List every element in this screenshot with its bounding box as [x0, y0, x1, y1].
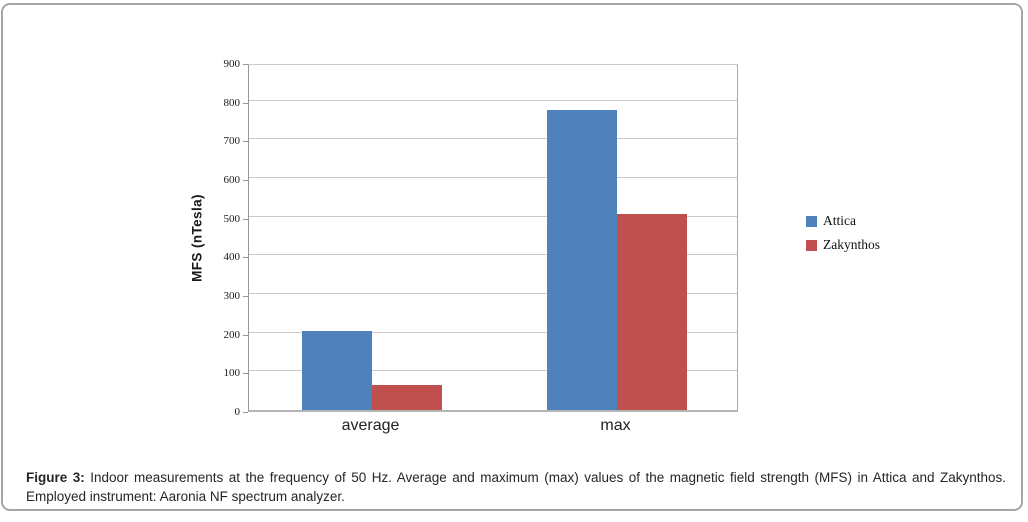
gridline — [249, 99, 737, 101]
gridline — [249, 370, 737, 372]
y-tick-label: 300 — [223, 290, 241, 302]
bar-attica-max — [546, 110, 617, 410]
legend-label: Attica — [823, 213, 856, 228]
legend-swatch-icon — [806, 239, 817, 251]
legend-entry-zakynthos: Zakynthos — [806, 237, 880, 253]
gridline — [249, 138, 737, 140]
legend: Attica Zakynthos — [806, 213, 880, 261]
gridline — [249, 177, 737, 178]
y-tick-mark — [243, 102, 248, 104]
gridline — [249, 215, 737, 217]
y-tick-mark — [243, 334, 248, 336]
gridline — [249, 293, 737, 294]
y-tick-label: 400 — [223, 251, 241, 264]
figure-caption: Figure 3: Indoor measurements at the fre… — [26, 468, 1006, 506]
y-tick-mark — [243, 373, 248, 375]
y-axis-title: MFS (nTesla) — [189, 194, 205, 282]
x-category-label-average: average — [341, 417, 400, 434]
y-tick-mark — [243, 141, 248, 143]
y-tick-mark — [243, 296, 248, 297]
y-tick-label: 800 — [223, 96, 241, 109]
legend-label: Zakynthos — [823, 237, 880, 252]
plot-area — [248, 64, 738, 412]
y-tick-mark — [243, 180, 248, 181]
y-tick-label: 0 — [234, 406, 241, 418]
figure-card — [1, 3, 1023, 511]
gridline — [249, 331, 737, 333]
y-tick-mark — [243, 64, 248, 65]
caption-text: Indoor measurements at the frequency of … — [26, 469, 1006, 504]
bar-zakynthos-average — [371, 384, 442, 410]
y-tick-label: 500 — [223, 212, 241, 225]
bar-zakynthos-max — [616, 213, 687, 410]
gridline — [249, 254, 737, 256]
y-tick-label: 100 — [223, 367, 241, 380]
y-tick-mark — [243, 218, 248, 220]
x-category-label-max: max — [600, 417, 631, 434]
y-tick-label: 200 — [223, 328, 241, 341]
caption-label: Figure 3: — [26, 469, 85, 485]
y-tick-label: 600 — [223, 174, 241, 186]
legend-entry-attica: Attica — [806, 213, 880, 229]
y-tick-mark — [243, 257, 248, 259]
y-tick-label: 700 — [223, 135, 241, 148]
chart: MFS (nTesla) Attica Zakynthos 0 100 200 300 4… — [189, 58, 881, 434]
bar-attica-average — [301, 330, 372, 410]
y-tick-label: 900 — [223, 58, 241, 70]
y-tick-mark — [243, 412, 248, 413]
legend-swatch-icon — [806, 215, 817, 227]
